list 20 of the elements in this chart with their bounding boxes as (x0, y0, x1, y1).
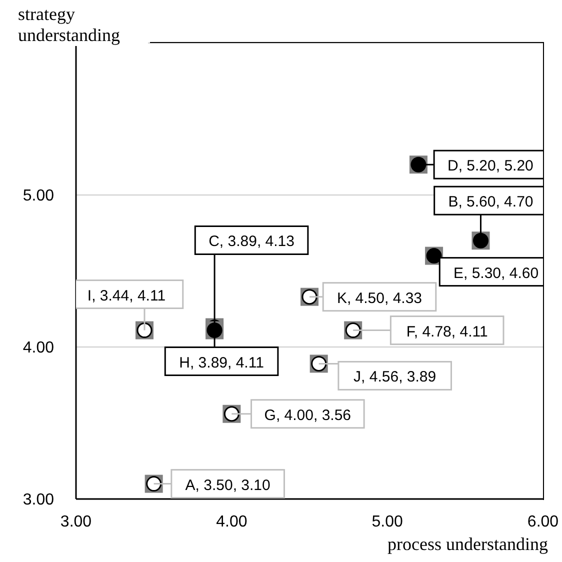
data-label: J, 4.56, 3.89 (354, 368, 436, 386)
data-label: A, 3.50, 3.10 (185, 476, 270, 494)
data-label: C, 3.89, 4.13 (208, 233, 294, 250)
x-axis-title: process understanding (388, 534, 548, 555)
data-label: F, 4.78, 4.11 (406, 323, 488, 340)
x-tick-label: 6.00 (527, 513, 559, 530)
x-tick-label: 4.00 (216, 513, 248, 530)
data-label: H, 3.89, 4.11 (179, 354, 264, 372)
data-label: B, 5.60, 4.70 (448, 194, 534, 211)
x-tick-label: 5.00 (372, 513, 404, 530)
y-tick-label: 4.00 (22, 340, 54, 357)
data-label: I, 3.44, 4.11 (87, 287, 166, 304)
data-label: D, 5.20, 5.20 (448, 158, 534, 175)
data-label: G, 4.00, 3.56 (264, 406, 352, 424)
y-tick-label: 3.00 (22, 492, 54, 509)
y-tick-label: 5.00 (22, 188, 54, 205)
data-label: K, 4.50, 4.33 (336, 290, 422, 307)
x-tick-label: 3.00 (60, 513, 92, 530)
y-axis-title: strategy understanding (18, 4, 148, 46)
data-label: E, 5.30, 4.60 (453, 264, 539, 282)
